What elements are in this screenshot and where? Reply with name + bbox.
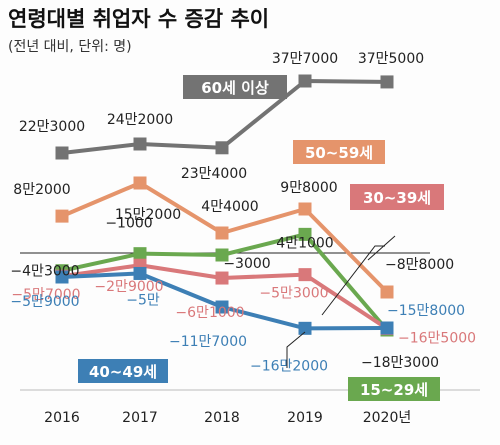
data-point (298, 227, 312, 241)
x-tick-label: 2019 (287, 410, 323, 426)
data-point (133, 176, 147, 190)
data-point (215, 141, 229, 155)
data-label: 4만4000 (201, 199, 258, 215)
series-name-box (348, 377, 440, 401)
data-label: −4만3000 (10, 264, 79, 280)
series-name-box (78, 359, 168, 383)
data-label: 37만5000 (358, 51, 424, 67)
data-point (133, 266, 147, 280)
data-point (133, 247, 147, 261)
data-point (55, 270, 69, 284)
x-tick-label: 2017 (122, 410, 158, 426)
data-label: 24만2000 (107, 112, 173, 128)
data-label: −11만7000 (169, 334, 247, 350)
series-name-box (293, 140, 385, 164)
data-label: −16만5000 (398, 331, 476, 347)
data-label: −8만8000 (385, 257, 454, 273)
leader-line (367, 235, 396, 261)
data-label: 22만3000 (19, 119, 85, 135)
data-point (55, 146, 69, 160)
data-label: −16만2000 (250, 358, 328, 374)
plot-area: 2016 2017 2018 2019 2020년 22만3000 24만2000 23만40… (10, 51, 476, 426)
data-label: −2만9000 (94, 279, 163, 295)
data-point (215, 226, 229, 240)
series-name-label: 50~59세 (305, 144, 373, 162)
data-label: 37만7000 (272, 51, 338, 67)
data-point (380, 285, 394, 299)
series-name-box (183, 75, 287, 99)
data-label: −15만8000 (387, 303, 465, 319)
data-label: −18만3000 (361, 355, 439, 371)
data-label: −5만3000 (259, 286, 328, 302)
data-label: 4만1000 (276, 235, 333, 251)
series-name-label: 40~49세 (89, 363, 157, 381)
x-tick-label: 2020년 (363, 410, 412, 426)
data-point (55, 209, 69, 223)
data-label: −1000 (105, 216, 152, 232)
data-label: −5만7000 (11, 287, 80, 303)
data-label: −6만1000 (175, 305, 244, 321)
data-point (133, 137, 147, 151)
data-point (298, 268, 312, 282)
data-label: 23만4000 (181, 166, 247, 182)
x-tick-label: 2018 (204, 410, 240, 426)
data-label: 8만2000 (13, 182, 70, 198)
data-label: −5만 (126, 292, 160, 308)
chart-subtitle: (전년 대비, 단위: 명) (8, 39, 132, 55)
data-point (215, 300, 229, 314)
data-point (298, 202, 312, 216)
leader-line (286, 331, 306, 368)
data-point (380, 321, 394, 335)
data-label: −3000 (223, 256, 270, 272)
series-name-box (350, 184, 444, 210)
data-point (215, 271, 229, 285)
data-point (298, 321, 312, 335)
series-name-label: 15~29세 (360, 381, 428, 399)
data-label: 9만8000 (280, 180, 337, 196)
chart-title: 연령대별 취업자 수 증감 추이 (8, 7, 269, 31)
data-point (298, 74, 312, 88)
leader-line (321, 245, 385, 316)
data-point (215, 248, 229, 262)
data-label: −5만9000 (10, 294, 79, 310)
data-label: 15만2000 (115, 207, 181, 223)
data-point (380, 75, 394, 89)
x-tick-label: 2016 (44, 410, 80, 426)
series-name-label: 60세 이상 (201, 79, 269, 97)
series-name-label: 30~39세 (363, 189, 431, 207)
